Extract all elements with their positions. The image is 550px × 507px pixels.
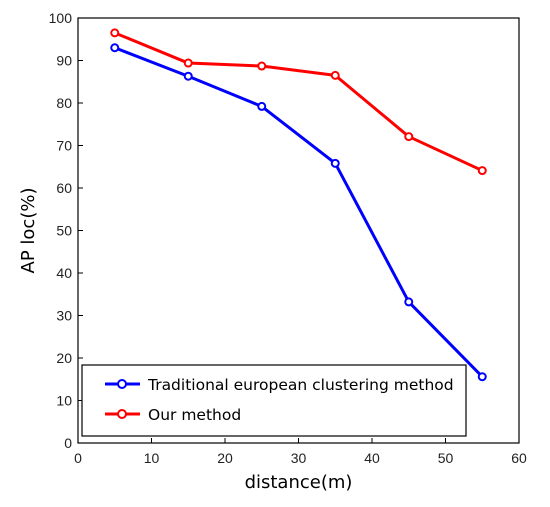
y-tick-label: 0 xyxy=(64,435,72,451)
legend: Traditional european clustering method Ou… xyxy=(81,364,467,437)
data-point xyxy=(477,372,487,382)
x-tick-label: 40 xyxy=(364,450,380,466)
data-point xyxy=(257,61,267,71)
data-point xyxy=(404,297,414,307)
series-2 xyxy=(110,28,487,176)
y-tick-label: 90 xyxy=(56,53,72,69)
y-tick-label: 40 xyxy=(56,265,72,281)
x-tick-label: 20 xyxy=(217,450,233,466)
y-tick-label: 70 xyxy=(56,138,72,154)
legend-item-2: Our method xyxy=(105,406,241,424)
y-tick-label: 50 xyxy=(56,223,72,239)
series-1 xyxy=(110,43,487,382)
data-point xyxy=(183,58,193,68)
y-axis-title: AP loc(%) xyxy=(18,188,39,274)
legend-label: Our method xyxy=(148,406,241,424)
data-point xyxy=(110,28,120,38)
legend-items: Traditional european clustering method Ou… xyxy=(105,376,454,424)
x-tick-label: 10 xyxy=(144,450,160,466)
series-layer xyxy=(110,28,487,382)
legend-item-1: Traditional european clustering method xyxy=(105,376,454,394)
legend-label: Traditional european clustering method xyxy=(147,376,454,394)
legend-marker xyxy=(117,379,127,389)
data-point xyxy=(477,166,487,176)
data-point xyxy=(110,43,120,53)
x-tick-label: 0 xyxy=(74,450,82,466)
x-tick-label: 30 xyxy=(291,450,307,466)
x-axis-title: distance(m) xyxy=(245,472,353,493)
y-axis-ticks: 0 10 20 30 40 50 60 70 80 90 100 xyxy=(49,10,83,451)
y-tick-label: 80 xyxy=(56,95,72,111)
legend-box xyxy=(81,364,467,437)
y-tick-label: 20 xyxy=(56,350,72,366)
x-tick-label: 60 xyxy=(511,450,527,466)
y-tick-label: 10 xyxy=(56,393,72,409)
data-point xyxy=(183,71,193,81)
legend-marker xyxy=(117,409,127,419)
data-point xyxy=(404,132,414,142)
x-tick-label: 50 xyxy=(438,450,454,466)
y-tick-label: 100 xyxy=(49,10,73,26)
data-point xyxy=(257,101,267,111)
data-point xyxy=(330,70,340,80)
y-tick-label: 60 xyxy=(56,180,72,196)
series-line xyxy=(114,46,484,378)
y-tick-label: 30 xyxy=(56,308,72,324)
series-line xyxy=(114,31,483,172)
x-axis-ticks: 0 10 20 30 40 50 60 xyxy=(74,438,527,466)
data-point xyxy=(330,158,340,168)
